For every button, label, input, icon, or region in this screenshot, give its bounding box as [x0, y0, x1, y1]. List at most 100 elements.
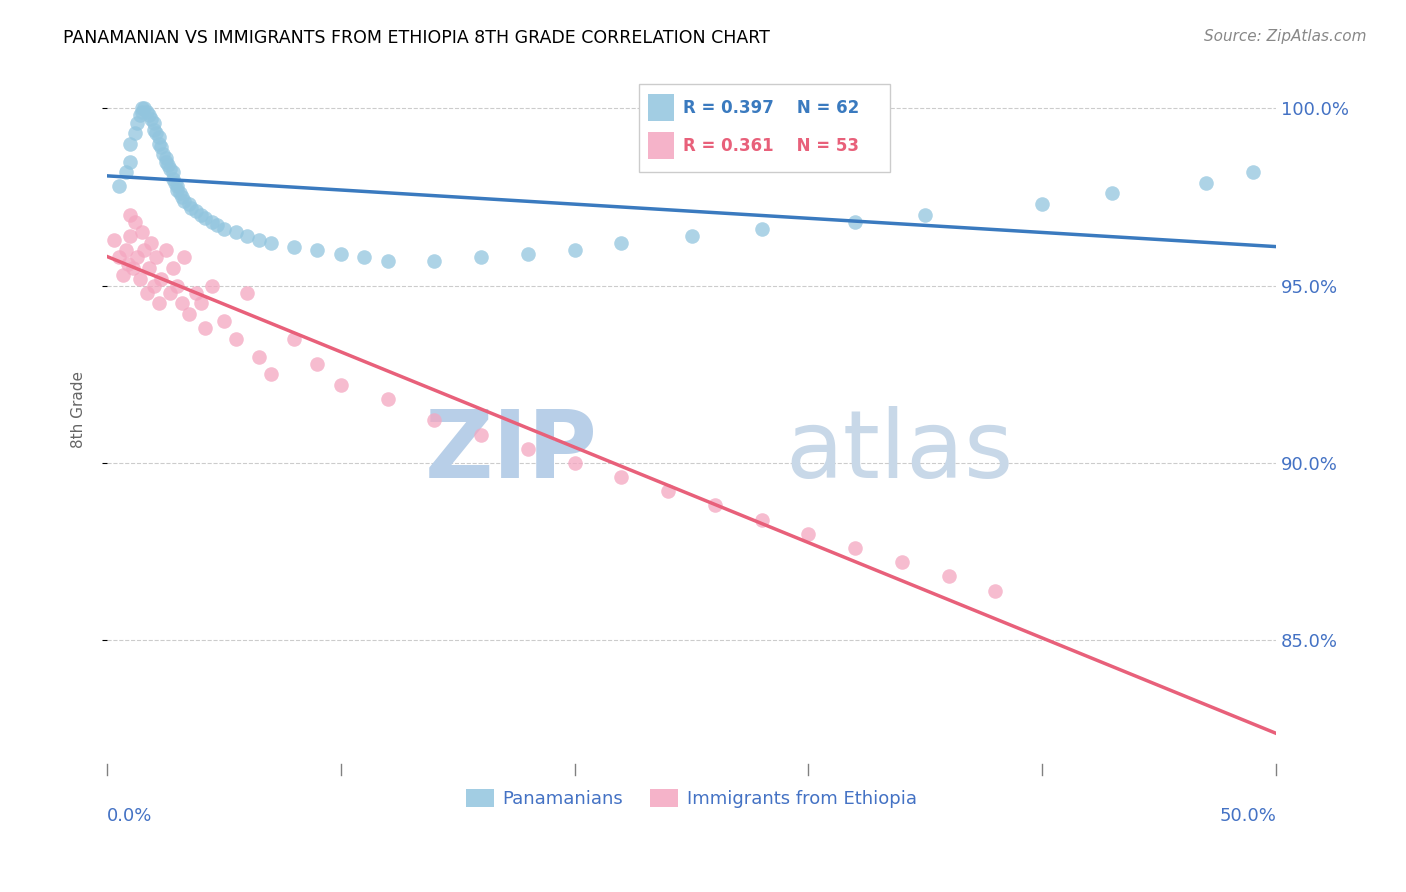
Point: [307, 357, 329, 371]
Point: [127, 250, 149, 264]
Point: [131, 104, 153, 119]
Point: [1101, 186, 1123, 201]
Point: [138, 260, 160, 275]
Point: [149, 271, 172, 285]
Point: [162, 165, 184, 179]
Point: [142, 278, 165, 293]
Point: [194, 211, 217, 226]
Point: [162, 260, 184, 275]
Point: [148, 129, 170, 144]
Point: [166, 183, 188, 197]
Point: [236, 229, 259, 244]
Point: [844, 541, 866, 555]
Point: [131, 226, 153, 240]
Point: [470, 427, 492, 442]
Point: [657, 484, 679, 499]
Point: [177, 197, 200, 211]
Point: [121, 260, 143, 275]
Point: [751, 513, 773, 527]
Point: [114, 165, 136, 179]
Point: [166, 278, 188, 293]
Point: [797, 526, 820, 541]
Point: [142, 122, 165, 136]
Point: [610, 470, 633, 484]
Point: [190, 296, 212, 310]
Point: [173, 194, 195, 208]
Text: 0.0%: 0.0%: [107, 807, 152, 825]
Point: [141, 235, 163, 250]
Point: [353, 250, 375, 264]
Point: [610, 235, 633, 250]
Point: [107, 250, 129, 264]
Point: [162, 172, 184, 186]
FancyBboxPatch shape: [648, 132, 673, 160]
Point: [844, 215, 866, 229]
Text: PANAMANIAN VS IMMIGRANTS FROM ETHIOPIA 8TH GRADE CORRELATION CHART: PANAMANIAN VS IMMIGRANTS FROM ETHIOPIA 8…: [63, 29, 770, 47]
Point: [201, 215, 224, 229]
Point: [155, 243, 177, 257]
Point: [564, 243, 586, 257]
FancyBboxPatch shape: [648, 95, 673, 121]
Point: [120, 136, 142, 151]
Point: [148, 136, 170, 151]
Point: [984, 583, 1007, 598]
Text: 50.0%: 50.0%: [1219, 807, 1277, 825]
Point: [247, 350, 270, 364]
Text: R = 0.397    N = 62: R = 0.397 N = 62: [683, 99, 859, 117]
Point: [128, 108, 150, 122]
Point: [212, 314, 235, 328]
Point: [1195, 176, 1218, 190]
Point: [127, 115, 149, 129]
Point: [170, 190, 193, 204]
Point: [564, 456, 586, 470]
Point: [247, 233, 270, 247]
Point: [135, 285, 157, 300]
Point: [120, 154, 142, 169]
Point: [124, 126, 146, 140]
Point: [149, 140, 172, 154]
Point: [128, 271, 150, 285]
Point: [170, 296, 193, 310]
Text: atlas: atlas: [785, 406, 1014, 499]
Point: [156, 158, 179, 172]
Point: [117, 257, 139, 271]
Point: [260, 368, 283, 382]
Point: [890, 555, 912, 569]
Point: [141, 112, 163, 126]
Point: [914, 208, 936, 222]
Point: [307, 243, 329, 257]
Point: [423, 253, 446, 268]
Point: [163, 176, 186, 190]
Point: [225, 226, 247, 240]
Point: [159, 161, 181, 176]
Text: R = 0.361    N = 53: R = 0.361 N = 53: [683, 136, 859, 155]
Point: [329, 246, 352, 260]
Point: [169, 186, 191, 201]
Point: [1241, 165, 1264, 179]
Y-axis label: 8th Grade: 8th Grade: [72, 371, 86, 448]
Legend: Panamanians, Immigrants from Ethiopia: Panamanians, Immigrants from Ethiopia: [460, 781, 924, 815]
Point: [201, 278, 224, 293]
Point: [751, 222, 773, 236]
Point: [114, 243, 136, 257]
Point: [138, 108, 160, 122]
Point: [283, 332, 305, 346]
Point: [155, 151, 177, 165]
Point: [135, 104, 157, 119]
Point: [516, 442, 538, 456]
Point: [184, 204, 207, 219]
Point: [173, 250, 195, 264]
Point: [103, 233, 125, 247]
Point: [194, 321, 217, 335]
Point: [145, 126, 167, 140]
Point: [184, 285, 207, 300]
Point: [225, 332, 247, 346]
Point: [1031, 197, 1053, 211]
Point: [177, 307, 200, 321]
Point: [938, 569, 960, 583]
Point: [681, 229, 703, 244]
Point: [212, 222, 235, 236]
Point: [145, 250, 167, 264]
Point: [470, 250, 492, 264]
Point: [180, 201, 202, 215]
